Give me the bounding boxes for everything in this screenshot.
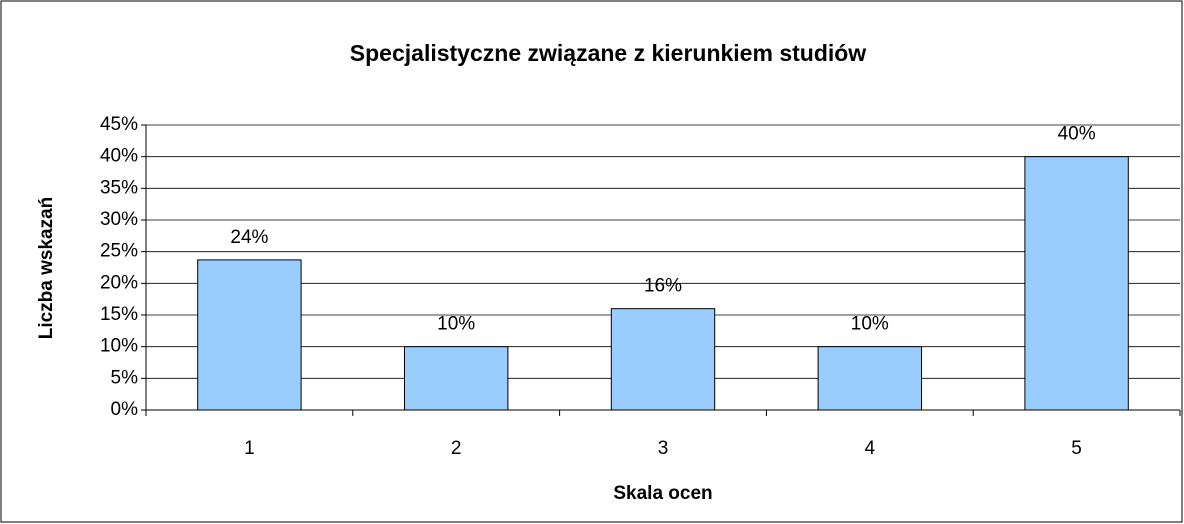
value-label: 10% bbox=[437, 314, 475, 335]
y-axis-label: Liczba wskazań bbox=[36, 197, 57, 340]
bar bbox=[610, 308, 716, 411]
y-tick-label: 20% bbox=[100, 272, 138, 293]
x-axis-label: Skala ocen bbox=[613, 483, 712, 504]
x-tick-label: 4 bbox=[865, 438, 876, 459]
bar bbox=[404, 346, 509, 411]
bar bbox=[197, 259, 302, 411]
x-tick-label: 5 bbox=[1071, 438, 1082, 459]
bar bbox=[817, 346, 922, 411]
y-tick-label: 35% bbox=[100, 177, 138, 198]
x-tick-label: 3 bbox=[658, 438, 669, 459]
value-label: 24% bbox=[230, 227, 268, 248]
y-tick-label: 30% bbox=[100, 209, 138, 230]
x-tick-label: 2 bbox=[451, 438, 462, 459]
y-tick-label: 40% bbox=[100, 146, 138, 167]
y-tick-label: 15% bbox=[100, 304, 138, 325]
value-label: 40% bbox=[1058, 124, 1096, 145]
y-tick-label: 10% bbox=[100, 336, 138, 357]
value-label: 10% bbox=[851, 314, 889, 335]
bar bbox=[1024, 156, 1129, 411]
y-tick-label: 0% bbox=[111, 399, 139, 420]
y-tick-label: 5% bbox=[111, 367, 139, 388]
chart-title: Specjalistyczne związane z kierunkiem st… bbox=[350, 40, 867, 66]
y-tick-label: 25% bbox=[100, 241, 138, 262]
value-label: 16% bbox=[644, 276, 682, 297]
x-tick-label: 1 bbox=[244, 438, 255, 459]
y-tick-label: 45% bbox=[100, 114, 138, 135]
